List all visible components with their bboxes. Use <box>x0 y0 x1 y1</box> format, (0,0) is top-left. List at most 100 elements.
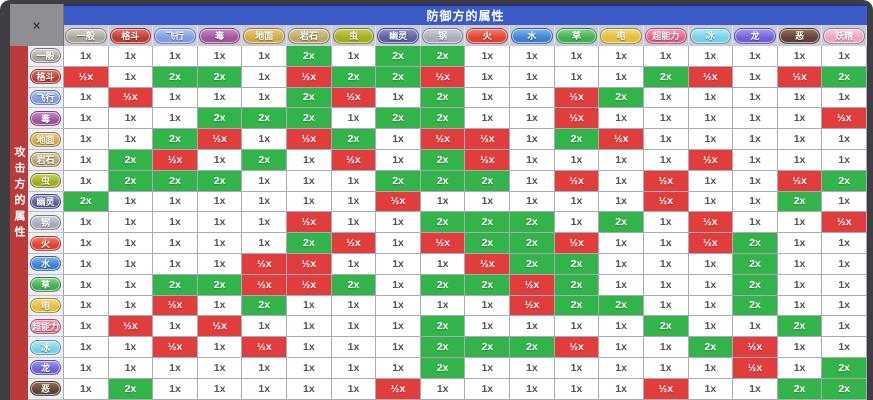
type-header-火: 火 <box>465 25 511 46</box>
type-header-钢: 钢 <box>421 25 466 46</box>
matchup-岩石-vs-一般: 1x <box>64 149 109 171</box>
type-row-冰: 冰 <box>28 337 64 358</box>
matchup-幽灵-vs-电: 1x <box>599 191 644 213</box>
matchup-幽灵-vs-水: 1x <box>510 191 555 213</box>
matchup-虫-vs-电: 1x <box>599 170 644 192</box>
matchup-地面-vs-冰: 1x <box>688 129 734 150</box>
matchup-毒-vs-水: 1x <box>510 108 555 130</box>
matchup-冰-vs-草: ½x <box>554 337 600 358</box>
matchup-电-vs-幽灵: 1x <box>376 295 421 317</box>
type-header-电: 电 <box>599 25 644 46</box>
matchup-岩石-vs-幽灵: 1x <box>376 149 421 171</box>
matchup-恶-vs-冰: 1x <box>688 378 734 400</box>
matchup-虫-vs-龙: 1x <box>733 170 778 192</box>
matchup-超能力-vs-火: 1x <box>465 316 511 338</box>
matchup-地面-vs-地面: 1x <box>242 129 288 150</box>
matchup-飞行-vs-恶: 1x <box>777 87 823 109</box>
matchup-钢-vs-格斗: 1x <box>108 212 154 234</box>
matchup-幽灵-vs-恶: 2x <box>777 191 823 213</box>
matchup-岩石-vs-飞行: ½x <box>153 149 198 171</box>
matchup-岩石-vs-火: ½x <box>465 149 511 171</box>
matchup-钢-vs-钢: 2x <box>420 212 466 234</box>
matchup-水-vs-岩石: ½x <box>287 253 332 275</box>
matchup-电-vs-地面: 2x <box>242 295 288 317</box>
matchup-一般-vs-飞行: 1x <box>153 46 198 67</box>
type-header-龙: 龙 <box>733 25 778 46</box>
matchup-格斗-vs-电: 1x <box>599 66 644 88</box>
matchup-虫-vs-格斗: 2x <box>108 170 154 192</box>
matrix-grid: 一般 1x 1x 1x 1x 1x 2x 1x 2x 2x 1x 1x 1x 1x 1x 1x 1x 1x 1x 格斗… <box>28 46 867 400</box>
type-badge: 恶 <box>30 381 61 397</box>
matchup-岩石-vs-地面: 2x <box>242 149 288 171</box>
matchup-冰-vs-冰: 2x <box>688 337 734 358</box>
matchup-草-vs-水: ½x <box>510 274 555 296</box>
matchup-火-vs-火: 2x <box>465 233 511 254</box>
matchup-超能力-vs-一般: 1x <box>64 316 109 338</box>
matchup-超能力-vs-恶: 2x <box>777 316 823 338</box>
matchup-恶-vs-飞行: 1x <box>153 378 198 400</box>
matchup-超能力-vs-龙: 1x <box>733 316 778 338</box>
matchup-冰-vs-地面: ½x <box>242 337 288 358</box>
matchup-草-vs-冰: 1x <box>688 274 734 296</box>
type-badge: 地面 <box>243 27 286 44</box>
close-icon[interactable]: × <box>32 17 41 33</box>
table-body: 攻击方的属性 一般 1x 1x 1x 1x 1x 2x 1x 2x 2x 1x 1x 1x 1x 1x 1x 1… <box>10 46 867 400</box>
matchup-电-vs-飞行: ½x <box>153 295 198 317</box>
matchup-龙-vs-恶: 1x <box>777 357 823 379</box>
matchup-格斗-vs-妖精: 2x <box>822 66 867 88</box>
matchup-毒-vs-草: ½x <box>554 108 600 130</box>
matchup-冰-vs-超能力: 1x <box>643 337 689 358</box>
matchup-幽灵-vs-妖精: 1x <box>822 191 867 213</box>
matchup-格斗-vs-钢: ½x <box>420 66 466 88</box>
matchup-毒-vs-超能力: 1x <box>643 108 689 130</box>
type-header-毒: 毒 <box>198 25 243 46</box>
matchup-幽灵-vs-超能力: ½x <box>643 191 689 213</box>
matchup-水-vs-草: 2x <box>554 253 600 275</box>
matchup-地面-vs-飞行: 2x <box>153 129 198 150</box>
matchup-冰-vs-恶: 1x <box>777 337 823 358</box>
matchup-格斗-vs-水: 1x <box>510 66 555 88</box>
type-header-岩石: 岩石 <box>287 25 332 46</box>
type-badge: 钢 <box>421 27 464 44</box>
matchup-格斗-vs-恶: ½x <box>777 66 823 88</box>
window-content: × 防御方的属性 一般 格斗 飞行毒地面 岩石虫幽灵钢火水草电超能力冰龙恶妖精 攻击方… <box>10 4 867 400</box>
matchup-钢-vs-一般: 1x <box>64 212 109 234</box>
matchup-地面-vs-恶: 1x <box>777 129 823 150</box>
type-row-草: 草 <box>28 274 64 296</box>
matchup-电-vs-龙: 2x <box>733 295 778 317</box>
matchup-水-vs-一般: 1x <box>64 253 109 275</box>
matchup-龙-vs-钢: 2x <box>420 357 466 379</box>
matchup-冰-vs-虫: 1x <box>331 337 377 358</box>
type-row-幽灵: 幽灵 <box>28 191 64 213</box>
matchup-一般-vs-火: 1x <box>465 46 511 67</box>
matchup-恶-vs-妖精: 2x <box>822 378 867 400</box>
matchup-虫-vs-草: ½x <box>554 170 600 192</box>
matchup-恶-vs-电: 1x <box>599 378 644 400</box>
matchup-飞行-vs-一般: 1x <box>64 87 109 109</box>
matchup-虫-vs-钢: 2x <box>420 170 466 192</box>
matchup-毒-vs-恶: 1x <box>777 108 823 130</box>
matchup-格斗-vs-虫: 2x <box>331 66 377 88</box>
matchup-龙-vs-电: 1x <box>599 357 644 379</box>
matchup-龙-vs-一般: 1x <box>64 357 109 379</box>
matchup-毒-vs-钢: 2x <box>420 108 466 130</box>
matchup-虫-vs-虫: 1x <box>331 170 377 192</box>
type-header-幽灵: 幽灵 <box>376 25 421 46</box>
matchup-飞行-vs-地面: 1x <box>242 87 288 109</box>
matchup-钢-vs-幽灵: 1x <box>376 212 421 234</box>
matchup-毒-vs-幽灵: 2x <box>376 108 421 130</box>
matchup-电-vs-冰: 1x <box>688 295 734 317</box>
type-badge: 火 <box>466 27 509 44</box>
matchup-地面-vs-毒: ½x <box>197 129 243 150</box>
matchup-飞行-vs-飞行: 1x <box>153 87 198 109</box>
matchup-恶-vs-虫: 1x <box>331 378 377 400</box>
matchup-钢-vs-电: 2x <box>599 212 644 234</box>
type-header-格斗: 格斗 <box>109 25 154 46</box>
matchup-毒-vs-一般: 1x <box>64 108 109 130</box>
type-badge: 水 <box>511 27 553 44</box>
matchup-超能力-vs-水: 1x <box>510 316 555 338</box>
matchup-一般-vs-龙: 1x <box>733 46 778 67</box>
matchup-岩石-vs-龙: 1x <box>733 149 778 171</box>
matchup-毒-vs-电: 1x <box>599 108 644 130</box>
matchup-格斗-vs-超能力: 2x <box>643 66 689 88</box>
